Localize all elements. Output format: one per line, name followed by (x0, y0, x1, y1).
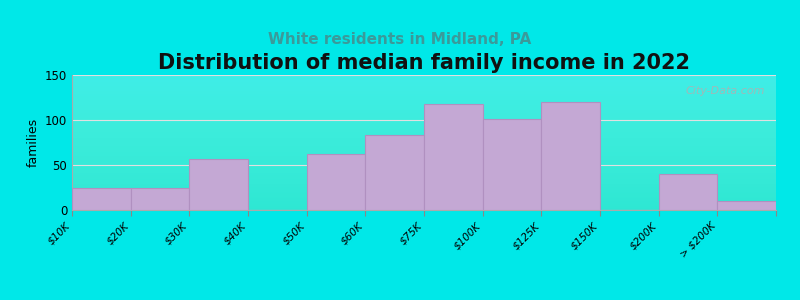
Text: White residents in Midland, PA: White residents in Midland, PA (268, 32, 532, 46)
Bar (542, 102, 600, 210)
Bar (190, 159, 248, 210)
Text: City-Data.com: City-Data.com (686, 86, 766, 96)
Bar (424, 104, 482, 210)
Bar (658, 174, 718, 210)
Bar (306, 154, 366, 210)
Bar (366, 135, 424, 210)
Bar (482, 119, 542, 210)
Y-axis label: families: families (26, 118, 39, 167)
Title: Distribution of median family income in 2022: Distribution of median family income in … (158, 53, 690, 74)
Bar (130, 188, 190, 210)
Bar (72, 188, 130, 210)
Bar (718, 201, 776, 210)
